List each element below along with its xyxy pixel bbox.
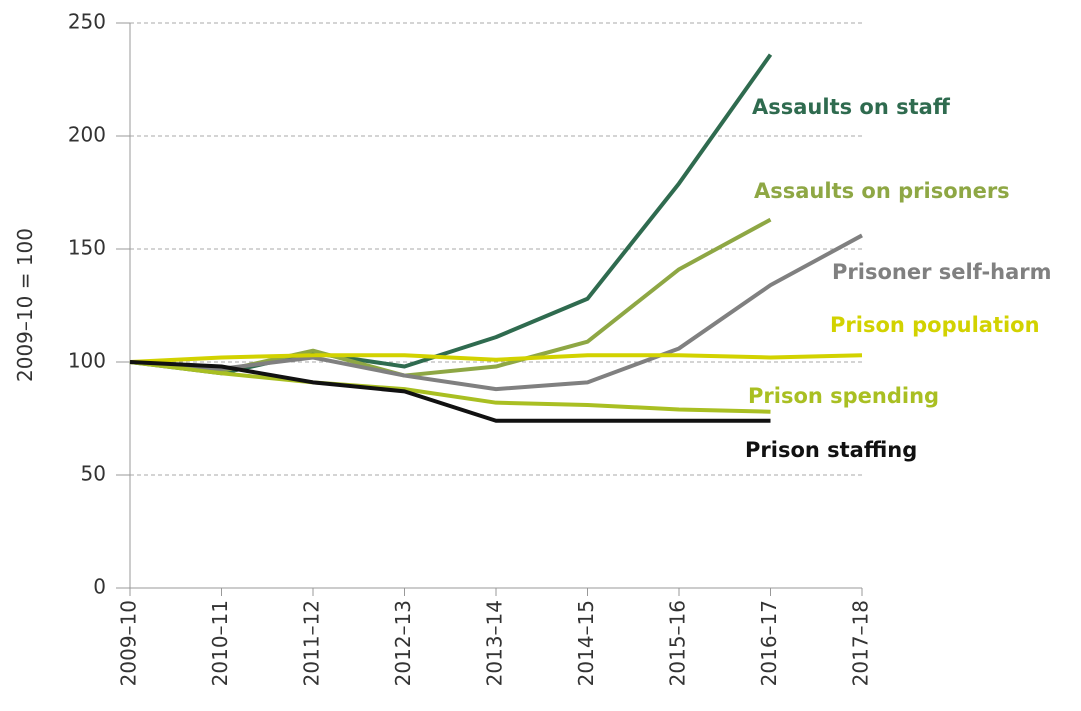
series-label: Prisoner self-harm: [832, 260, 1052, 284]
y-tick-label: 150: [68, 236, 106, 260]
x-tick-label: 2014–15: [574, 600, 598, 686]
series-label: Assaults on staff: [752, 95, 951, 119]
series-line: [129, 353, 863, 364]
x-tick-label: 2013–14: [483, 600, 507, 686]
x-tick-label: 2017–18: [849, 600, 873, 686]
series-line: [129, 53, 773, 376]
y-tick-label: 250: [68, 10, 106, 34]
x-tick-label: 2015–16: [666, 600, 690, 686]
series-label: Prison staffing: [745, 438, 917, 462]
y-tick-label: 200: [68, 123, 106, 147]
series-line: [129, 233, 863, 392]
series-label: Assaults on prisoners: [754, 179, 1010, 203]
x-tick-label: 2012–13: [391, 600, 415, 686]
x-tick-label: 2011–12: [300, 600, 324, 686]
x-tick-label: 2010–11: [208, 600, 232, 686]
x-tick-label: 2009–10: [117, 600, 141, 686]
series-line: [129, 360, 771, 414]
x-tick-label: 2016–17: [757, 600, 781, 686]
y-tick-label: 50: [81, 462, 106, 486]
y-tick-label: 100: [68, 349, 106, 373]
y-axis-label: 2009–10 = 100: [13, 228, 37, 382]
y-tick-label: 0: [93, 575, 106, 599]
series-label: Prison population: [830, 313, 1040, 337]
series-label: Prison spending: [748, 384, 939, 408]
series-line: [129, 360, 771, 423]
